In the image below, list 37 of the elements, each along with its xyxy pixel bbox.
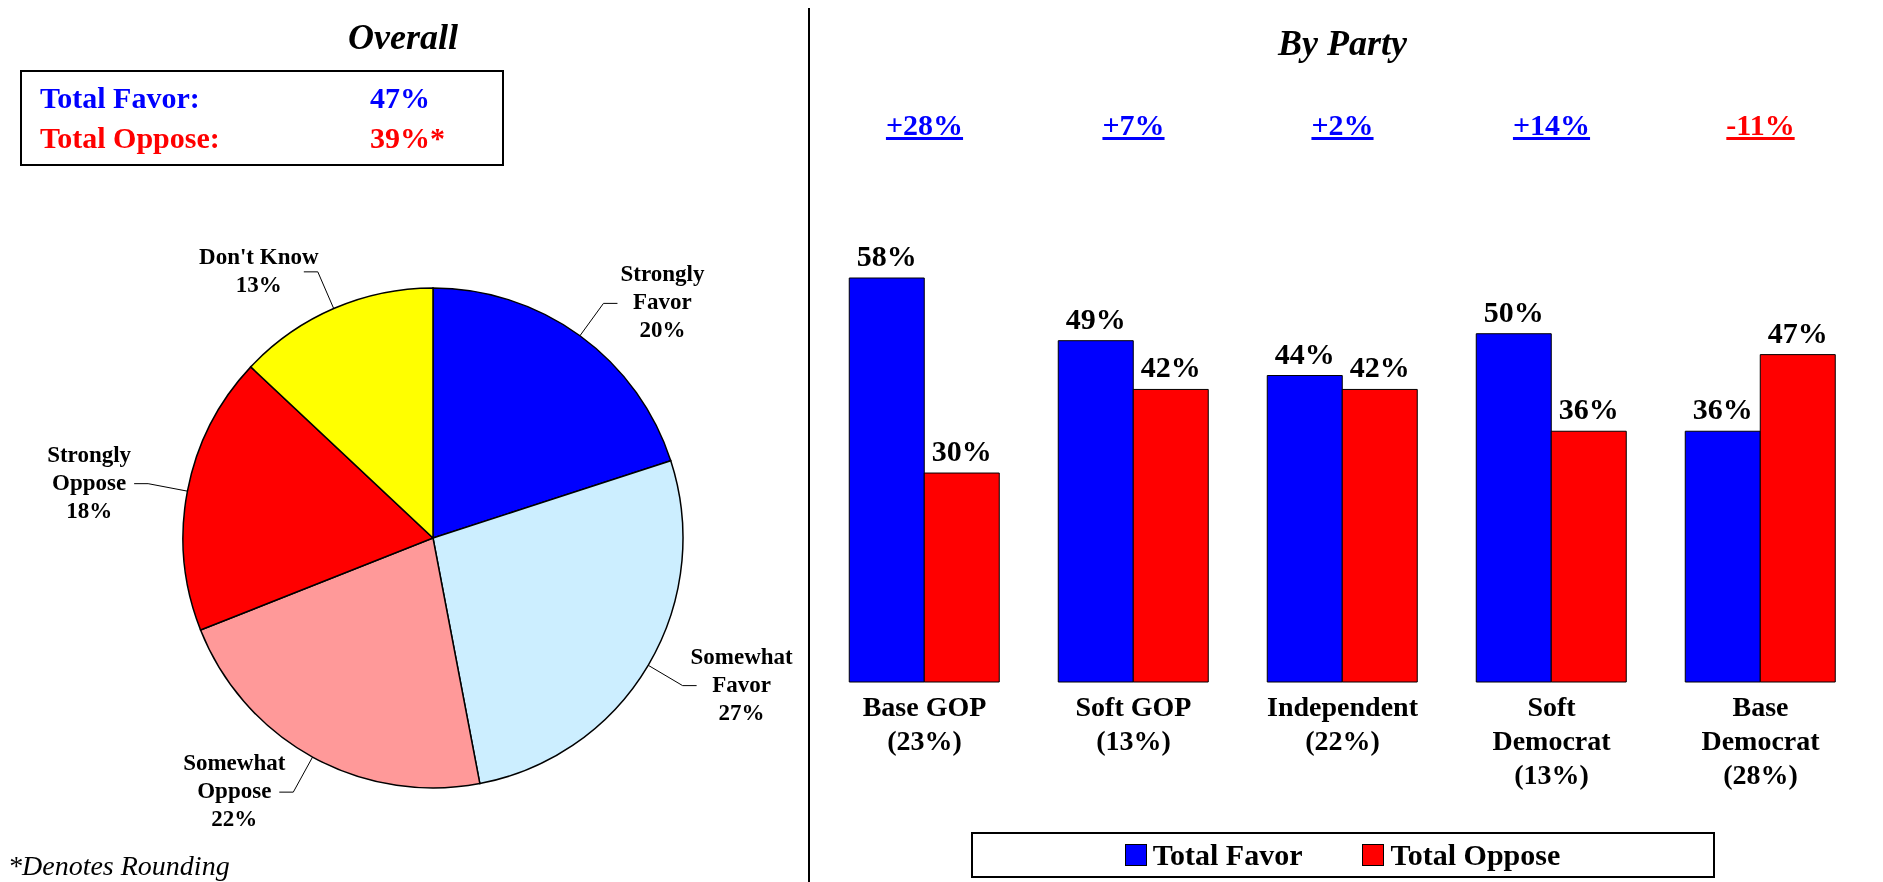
text: +2% (1310, 108, 1375, 142)
text: Total Oppose: 39%* (40, 121, 445, 154)
x-tick-label: Base GOP (23%) (862, 691, 987, 756)
data-label: 50% (1483, 294, 1544, 328)
data-label: 27% (718, 699, 765, 725)
data-label: 42% (1140, 350, 1201, 384)
data-label: 36% (1558, 392, 1619, 426)
slice-label: Strongly Favor (620, 261, 705, 315)
chart-title: By Party (1276, 22, 1408, 64)
x-tick-label: Soft GOP (13%) (1075, 691, 1192, 756)
data-label: 20% (639, 317, 686, 343)
data-label: 22% (211, 806, 258, 832)
slice-label: Somewhat Favor (690, 643, 794, 697)
text: +28% (884, 108, 965, 142)
chart-title: Overall (347, 16, 459, 58)
text: Total Favor: 47% (40, 81, 430, 114)
legend-label: Total Oppose (1389, 838, 1561, 872)
x-tick-label: Soft Democrat (13%) (1492, 691, 1612, 790)
data-label: 58% (856, 239, 917, 272)
legend-label: Total Favor (1151, 838, 1303, 872)
text: +7% (1101, 108, 1166, 142)
text: -11% (1725, 108, 1796, 142)
slice-label: Somewhat Oppose (183, 750, 286, 804)
data-label: 18% (66, 497, 113, 523)
data-label: 47% (1767, 315, 1828, 349)
data-label: 49% (1065, 301, 1126, 335)
text: *Denotes Rounding (8, 850, 230, 882)
slice-label: Don't Know (199, 243, 319, 269)
text: +14% (1511, 108, 1592, 142)
slice-label: Strongly Oppose (47, 441, 132, 495)
data-label: 42% (1349, 350, 1410, 384)
x-tick-label: Base Democrat (28%) (1701, 691, 1821, 790)
data-label: 30% (931, 434, 992, 468)
data-label: 13% (235, 271, 282, 297)
data-label: 44% (1274, 336, 1335, 370)
x-tick-label: Independent (22%) (1267, 691, 1419, 756)
data-label: 36% (1692, 392, 1753, 426)
